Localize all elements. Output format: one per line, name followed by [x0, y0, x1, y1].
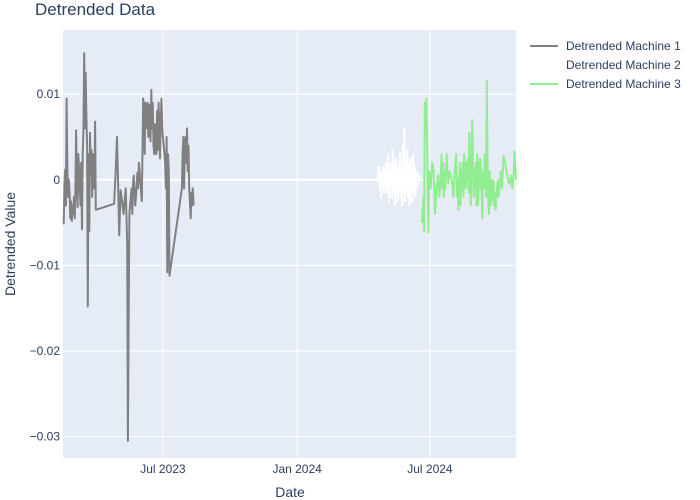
legend-swatch-machine-1 — [530, 44, 558, 47]
legend-item-machine-3[interactable]: Detrended Machine 3 — [530, 74, 681, 93]
tick-layer: 0.01 0 −0.01 −0.02 −0.03 Jul 2023 Jan 2024 Jul … — [30, 87, 453, 476]
series-layer — [62, 52, 517, 442]
y-tick-label: −0.02 — [30, 344, 61, 358]
y-tick-label: −0.01 — [30, 258, 61, 272]
x-tick-label: Jul 2023 — [140, 462, 186, 476]
legend-item-machine-2[interactable]: Detrended Machine 2 — [530, 55, 681, 74]
legend-label-machine-1: Detrended Machine 1 — [566, 38, 681, 53]
series-line-machine-3[interactable] — [420, 79, 517, 234]
legend-swatch-machine-3 — [530, 82, 558, 85]
y-tick-label: 0.01 — [37, 87, 61, 101]
plot-background — [63, 30, 516, 458]
x-tick-label: Jan 2024 — [272, 462, 322, 476]
legend-item-machine-1[interactable]: Detrended Machine 1 — [530, 36, 681, 55]
chart-title: Detrended Data — [35, 0, 156, 19]
legend-label-machine-3: Detrended Machine 3 — [566, 76, 681, 91]
y-tick-label: −0.03 — [30, 430, 61, 444]
y-tick-label: 0 — [53, 173, 60, 187]
x-tick-label: Jul 2024 — [407, 462, 453, 476]
y-axis-title: Detrended Value — [2, 192, 18, 296]
x-axis-title: Date — [275, 484, 305, 500]
series-line-machine-1[interactable] — [62, 52, 195, 442]
legend[interactable]: Detrended Machine 1 Detrended Machine 2 … — [530, 36, 681, 93]
legend-swatch-machine-2 — [530, 63, 558, 66]
legend-label-machine-2: Detrended Machine 2 — [566, 57, 681, 72]
series-line-machine-2[interactable] — [194, 127, 422, 207]
